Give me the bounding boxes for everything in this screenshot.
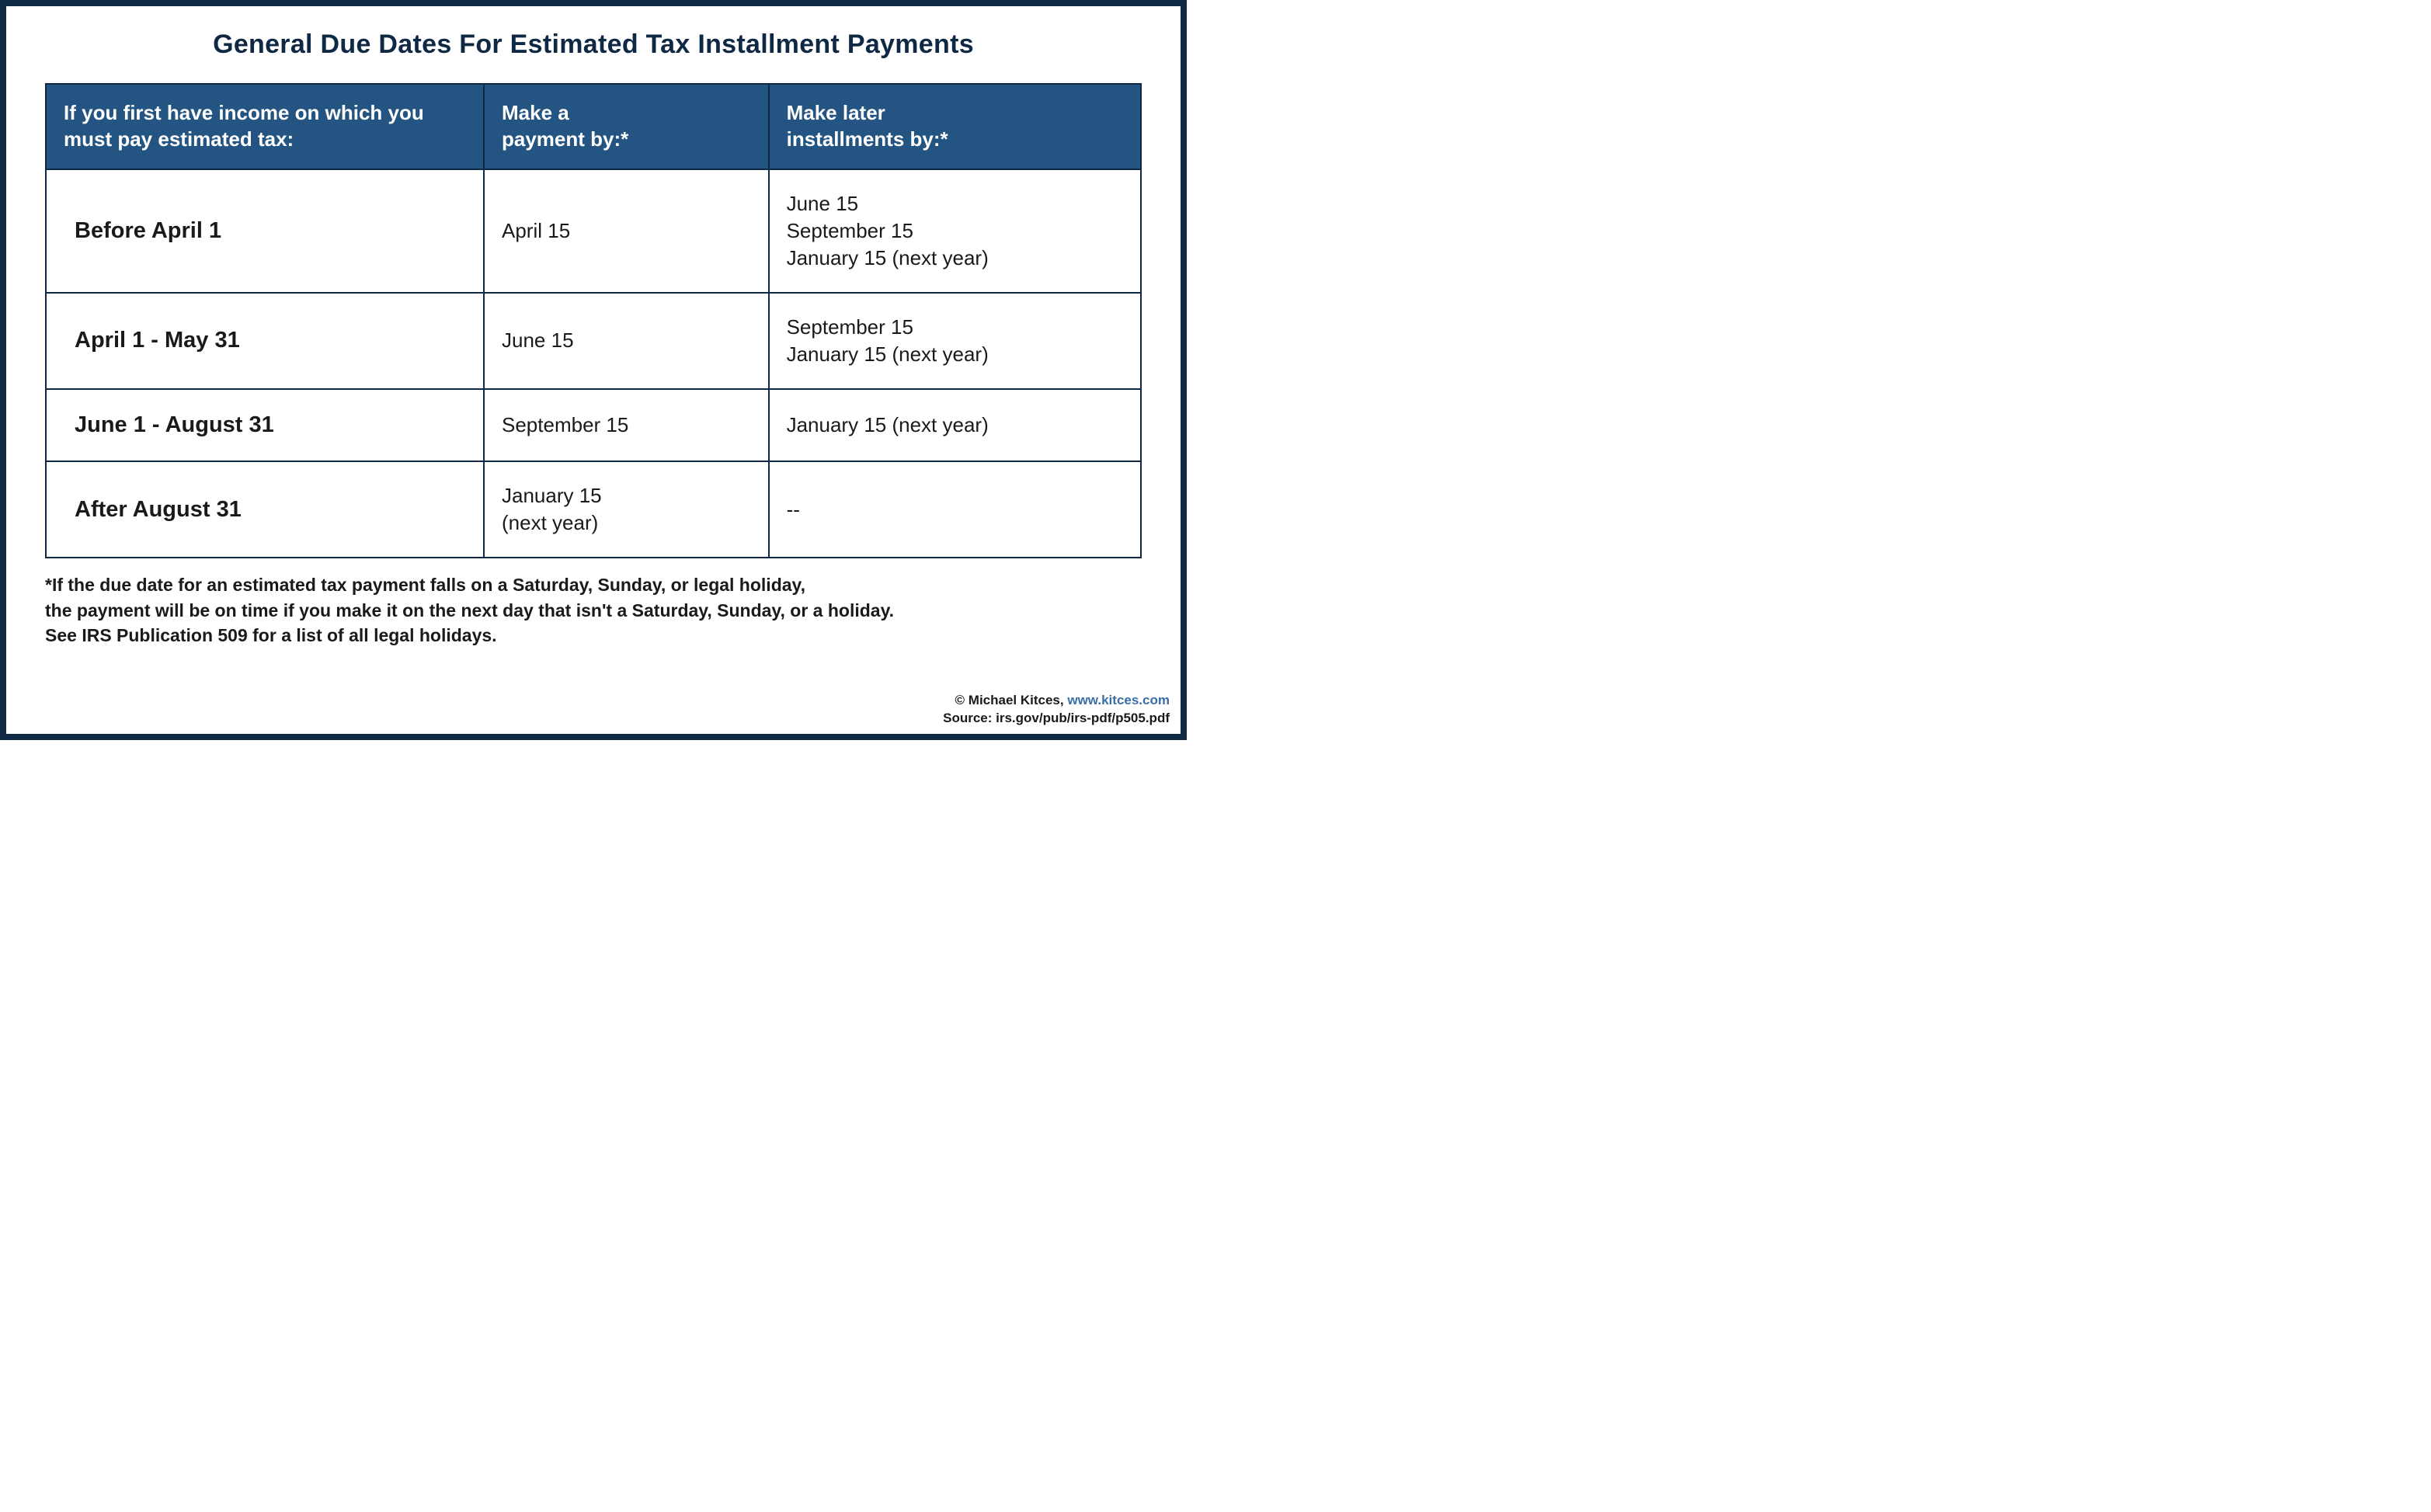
table-row: April 1 - May 31 June 15 September 15Jan… [46,293,1141,389]
author-text: © Michael Kitces, [955,693,1068,707]
cell-period: Before April 1 [46,169,484,293]
cell-payment: April 15 [484,169,769,293]
cell-payment: January 15(next year) [484,461,769,558]
credits-line-source: Source: irs.gov/pub/irs-pdf/p505.pdf [943,710,1170,728]
cell-payment: June 15 [484,293,769,389]
page-title: General Due Dates For Estimated Tax Inst… [45,30,1142,60]
cell-later: June 15September 15January 15 (next year… [769,169,1141,293]
col-header-later: Make laterinstallments by:* [769,84,1141,169]
table-row: Before April 1 April 15 June 15September… [46,169,1141,293]
cell-payment: September 15 [484,389,769,461]
credits-line-author: © Michael Kitces, www.kitces.com [943,692,1170,710]
col-header-payment: Make apayment by:* [484,84,769,169]
cell-period: April 1 - May 31 [46,293,484,389]
credits-block: © Michael Kitces, www.kitces.com Source:… [943,692,1170,728]
site-link[interactable]: www.kitces.com [1067,693,1170,707]
table-header-row: If you first have income on which you mu… [46,84,1141,169]
footnote-text: *If the due date for an estimated tax pa… [45,572,1142,648]
cell-later: -- [769,461,1141,558]
cell-period: After August 31 [46,461,484,558]
due-dates-table: If you first have income on which you mu… [45,83,1142,558]
col-header-period: If you first have income on which you mu… [46,84,484,169]
infographic-container: General Due Dates For Estimated Tax Inst… [0,0,1187,740]
table-row: June 1 - August 31 September 15 January … [46,389,1141,461]
cell-period: June 1 - August 31 [46,389,484,461]
table-row: After August 31 January 15(next year) -- [46,461,1141,558]
cell-later: September 15January 15 (next year) [769,293,1141,389]
cell-later: January 15 (next year) [769,389,1141,461]
